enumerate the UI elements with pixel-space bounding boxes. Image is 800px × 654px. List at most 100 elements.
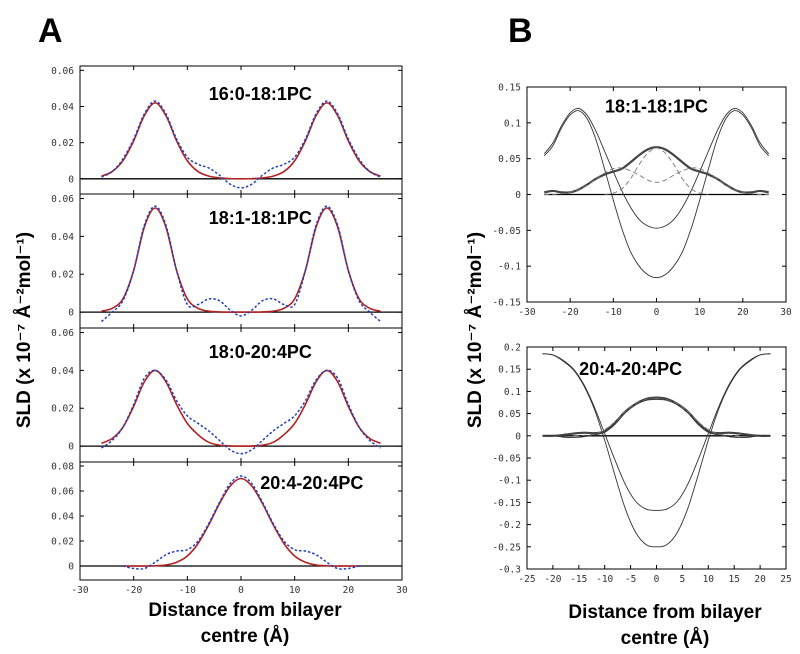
x-tick-label: -5 [625,574,636,585]
y-tick-label: -0.05 [492,226,521,237]
y-tick-label: 0.04 [51,366,74,377]
x-tick-label: -10 [605,307,622,318]
y-tick-label: 0.2 [504,343,521,354]
series-line-solid [101,102,381,180]
series-line-thin [543,110,770,279]
y-tick-label: 0 [515,190,521,201]
panel-a-letter: A [38,12,63,50]
x-tick-label: 10 [694,307,706,318]
panel-a1: 0 0.02 0.04 0.06 16:0-18:1PC [51,65,403,195]
panel-b-letter: B [508,12,533,50]
series-line-dotted [101,369,381,455]
y-tick-label: 0.02 [51,537,74,548]
y-tick-label: 0.05 [498,154,521,165]
x-tick-label: -25 [518,574,535,585]
y-axis-label-b: SLD (x 10⁻⁷ Å⁻²mol⁻¹) [465,232,486,428]
y-axis-label-a: SLD (x 10⁻⁷ Å⁻²mol⁻¹) [14,232,35,428]
x-tick-label: 10 [703,574,715,585]
y-tick-label: 0.02 [51,404,74,415]
series-line-dashed [573,398,740,437]
panel-a4: 0 0.02 0.04 0.06 0.08 -30 -20 -10 0 10 20 30 20:4-20… [51,461,408,596]
series-line-dashed [544,167,769,196]
plot-area: 0 0.02 0.04 0.06 16:0-18:1PC 0 0.02 0.04 0.06 18:… [51,65,792,596]
y-tick-label: -0.15 [492,498,521,509]
series-line-dotted [122,475,360,570]
x-tick-label: -10 [596,574,613,585]
series-line-thick [542,396,771,437]
y-tick-label: 0.15 [498,83,521,94]
x-tick-label: 5 [680,574,686,585]
y-tick-label: 0.05 [498,409,521,420]
x-tick-label: -20 [544,574,561,585]
y-tick-label: 0.06 [51,328,74,339]
y-tick-label: 0.06 [51,66,74,77]
y-tick-label: 0 [68,442,74,453]
x-tick-label: 0 [654,307,660,318]
panel-title: 18:0-20:4PC [209,342,312,362]
y-tick-label: -0.2 [498,520,521,531]
x-axis-label-a-line1: Distance from bilayer [148,600,342,621]
x-tick-label: 0 [654,574,660,585]
y-tick-label: -0.1 [498,262,521,273]
plot-frame [526,346,787,570]
series-line-thick [544,146,769,194]
series-line-solid [101,207,381,313]
series-line-dotted [100,205,382,323]
y-tick-label: 0.1 [504,387,521,398]
x-tick-label: 25 [780,574,791,585]
x-axis-label-b-line2: centre (Å) [621,628,710,649]
y-tick-label: 0.02 [51,138,74,149]
y-tick-label: 0.06 [51,487,74,498]
x-tick-label: -10 [179,585,196,596]
x-tick-label: 10 [289,585,301,596]
y-tick-label: 0.06 [51,194,74,205]
y-tick-label: 0.04 [51,102,74,113]
y-tick-label: 0.02 [51,270,74,281]
x-tick-label: -20 [125,585,142,596]
panel-b1: -0.15 -0.1 -0.05 0 0.05 0.1 0.15 -30 -20 -10 0 10 20… [492,83,792,319]
y-tick-label: 0.1 [504,118,521,129]
x-tick-label: -20 [562,307,579,318]
y-tick-label: 0 [68,562,74,573]
x-tick-label: 20 [343,585,355,596]
x-axis-label-b-line1: Distance from bilayer [568,602,762,623]
series-line-solid [101,369,381,447]
y-tick-label: -0.25 [492,542,521,553]
series-line-thin [542,353,771,548]
series-line-thin [542,353,771,511]
x-tick-label: 20 [754,574,766,585]
y-tick-label: -0.3 [498,565,521,576]
panel-title: 16:0-18:1PC [209,84,312,104]
panel-title: 20:4-20:4PC [260,473,363,493]
panel-b2: -0.3 -0.25 -0.2 -0.15 -0.1 -0.05 0 0.05 0.1 0.15 0… [492,343,791,586]
panel-a3: 0 0.02 0.04 0.06 18:0-20:4PC [51,327,403,463]
y-tick-label: 0.04 [51,512,74,523]
x-tick-label: -30 [518,307,535,318]
x-tick-label: -30 [71,585,88,596]
y-tick-label: 0 [68,308,74,319]
panel-title: 18:1-18:1PC [209,208,312,228]
y-tick-label: 0 [515,431,521,442]
y-tick-label: -0.1 [498,476,521,487]
x-tick-label: 15 [728,574,739,585]
y-tick-label: -0.05 [492,454,521,465]
x-tick-label: 0 [238,585,244,596]
series-line-thin [542,398,771,439]
y-tick-label: 0.04 [51,232,74,243]
y-tick-label: 0.15 [498,365,521,376]
x-tick-label: 30 [396,585,408,596]
x-axis-label-a-line2: centre (Å) [201,626,290,647]
y-tick-label: 0 [68,174,74,185]
series-line-thin [543,107,770,229]
series-line-dotted [101,100,381,189]
series-line-dashed [604,147,709,195]
panel-a2: 0 0.02 0.04 0.06 18:1-18:1PC [51,193,403,329]
x-tick-label: 30 [780,307,792,318]
x-tick-label: 20 [737,307,749,318]
y-tick-label: -0.15 [492,298,521,309]
y-tick-label: 0.08 [51,462,74,473]
x-tick-label: -15 [570,574,587,585]
panel-title: 20:4-20:4PC [579,359,682,379]
series-line-solid [122,477,360,567]
